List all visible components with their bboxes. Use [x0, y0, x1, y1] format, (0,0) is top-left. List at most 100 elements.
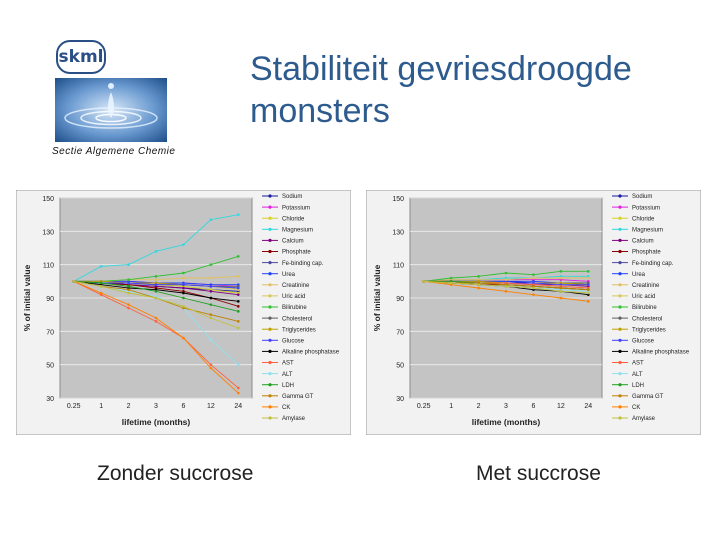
- y-tick-label: 90: [396, 296, 404, 303]
- legend-label: Alkaline phosphatase: [282, 350, 340, 356]
- x-tick-label: 6: [181, 403, 185, 410]
- y-tick-label: 110: [43, 263, 54, 270]
- legend-label: Triglycerides: [632, 327, 666, 333]
- data-point: [154, 275, 158, 278]
- legend-marker: [268, 327, 272, 331]
- legend-label: Bilirubine: [282, 305, 307, 311]
- legend-label: Alkaline phosphatase: [632, 350, 690, 356]
- legend-label: Sodium: [282, 194, 302, 200]
- legend-label: CK: [282, 405, 290, 411]
- data-point: [182, 286, 185, 290]
- legend-label: Potassium: [632, 205, 660, 211]
- data-point: [236, 293, 240, 296]
- data-point: [182, 336, 185, 340]
- legend-label: Triglycerides: [282, 327, 316, 333]
- skml-logo: skml: [56, 40, 106, 74]
- page-title: Stabiliteit gevriesdroogde monsters: [250, 48, 632, 132]
- legend-marker: [618, 394, 622, 398]
- data-point: [127, 285, 130, 288]
- x-tick-label: 3: [154, 403, 158, 410]
- legend-label: Calcium: [282, 239, 304, 245]
- legend-label: Gamma GT: [282, 394, 314, 400]
- legend-marker: [268, 283, 272, 287]
- legend-label: Fe-binding cap.: [632, 261, 674, 267]
- x-tick-label: 3: [504, 403, 508, 410]
- y-axis-label: % of initial value: [22, 264, 32, 331]
- legend-label: LDH: [632, 383, 644, 389]
- data-point: [127, 278, 130, 281]
- x-tick-label: 1: [99, 403, 103, 410]
- legend-marker: [618, 238, 622, 242]
- data-point: [209, 363, 213, 366]
- data-point: [586, 283, 590, 286]
- x-tick-label: 6: [531, 403, 535, 410]
- data-point: [504, 285, 508, 288]
- legend-label: Chloride: [282, 216, 305, 222]
- x-tick-label: 24: [234, 403, 242, 410]
- data-point: [154, 250, 158, 253]
- legend-marker: [618, 249, 622, 254]
- data-point: [182, 283, 185, 286]
- data-point: [72, 280, 76, 283]
- legend-label: Glucose: [632, 339, 655, 345]
- data-point: [477, 275, 480, 278]
- data-point: [209, 218, 213, 221]
- legend-label: Fe-binding cap.: [282, 261, 324, 267]
- legend-marker: [618, 272, 622, 276]
- data-point: [209, 263, 213, 266]
- data-point: [236, 386, 240, 390]
- data-point: [236, 255, 240, 258]
- legend-label: Cholesterol: [632, 316, 662, 322]
- data-point: [209, 276, 213, 280]
- x-tick-label: 24: [584, 403, 592, 410]
- y-tick-label: 70: [396, 329, 404, 336]
- legend-marker: [618, 305, 622, 309]
- caption-right: Met succrose: [476, 462, 601, 485]
- y-tick-label: 50: [396, 363, 404, 370]
- data-point: [586, 288, 590, 291]
- legend-marker: [268, 360, 272, 365]
- legend-label: Amylase: [282, 416, 306, 422]
- data-point: [182, 305, 185, 308]
- data-point: [182, 276, 185, 280]
- data-point: [532, 273, 535, 276]
- data-point: [559, 270, 563, 273]
- x-tick-label: 1: [449, 403, 453, 410]
- data-point: [209, 366, 213, 370]
- data-point: [209, 316, 213, 320]
- data-point: [127, 263, 130, 266]
- legend-label: Creatinine: [632, 283, 660, 289]
- x-tick-label: 12: [557, 403, 565, 410]
- x-tick-label: 12: [207, 403, 215, 410]
- data-point: [182, 243, 185, 246]
- data-point: [154, 283, 158, 286]
- y-tick-label: 130: [42, 229, 54, 236]
- legend-marker: [618, 216, 622, 220]
- data-point: [236, 320, 240, 323]
- data-point: [127, 306, 130, 310]
- data-point: [449, 281, 453, 285]
- legend-label: Urea: [632, 272, 646, 278]
- data-point: [154, 290, 158, 293]
- legend-marker: [618, 316, 622, 320]
- data-point: [236, 305, 240, 308]
- data-point: [559, 296, 563, 300]
- water-drop-logo: [55, 78, 167, 142]
- data-point: [154, 316, 158, 320]
- legend-marker: [618, 360, 622, 365]
- data-point: [586, 291, 590, 295]
- legend-label: ALT: [282, 372, 293, 378]
- data-point: [209, 290, 213, 293]
- data-point: [209, 296, 213, 300]
- data-point: [586, 270, 590, 273]
- legend-marker: [618, 261, 622, 265]
- data-point: [236, 213, 240, 216]
- data-point: [209, 303, 213, 306]
- legend-label: Bilirubine: [632, 305, 657, 311]
- legend-label: AST: [282, 361, 294, 367]
- legend-label: Calcium: [632, 239, 654, 245]
- legend-marker: [268, 272, 272, 276]
- data-point: [182, 291, 185, 295]
